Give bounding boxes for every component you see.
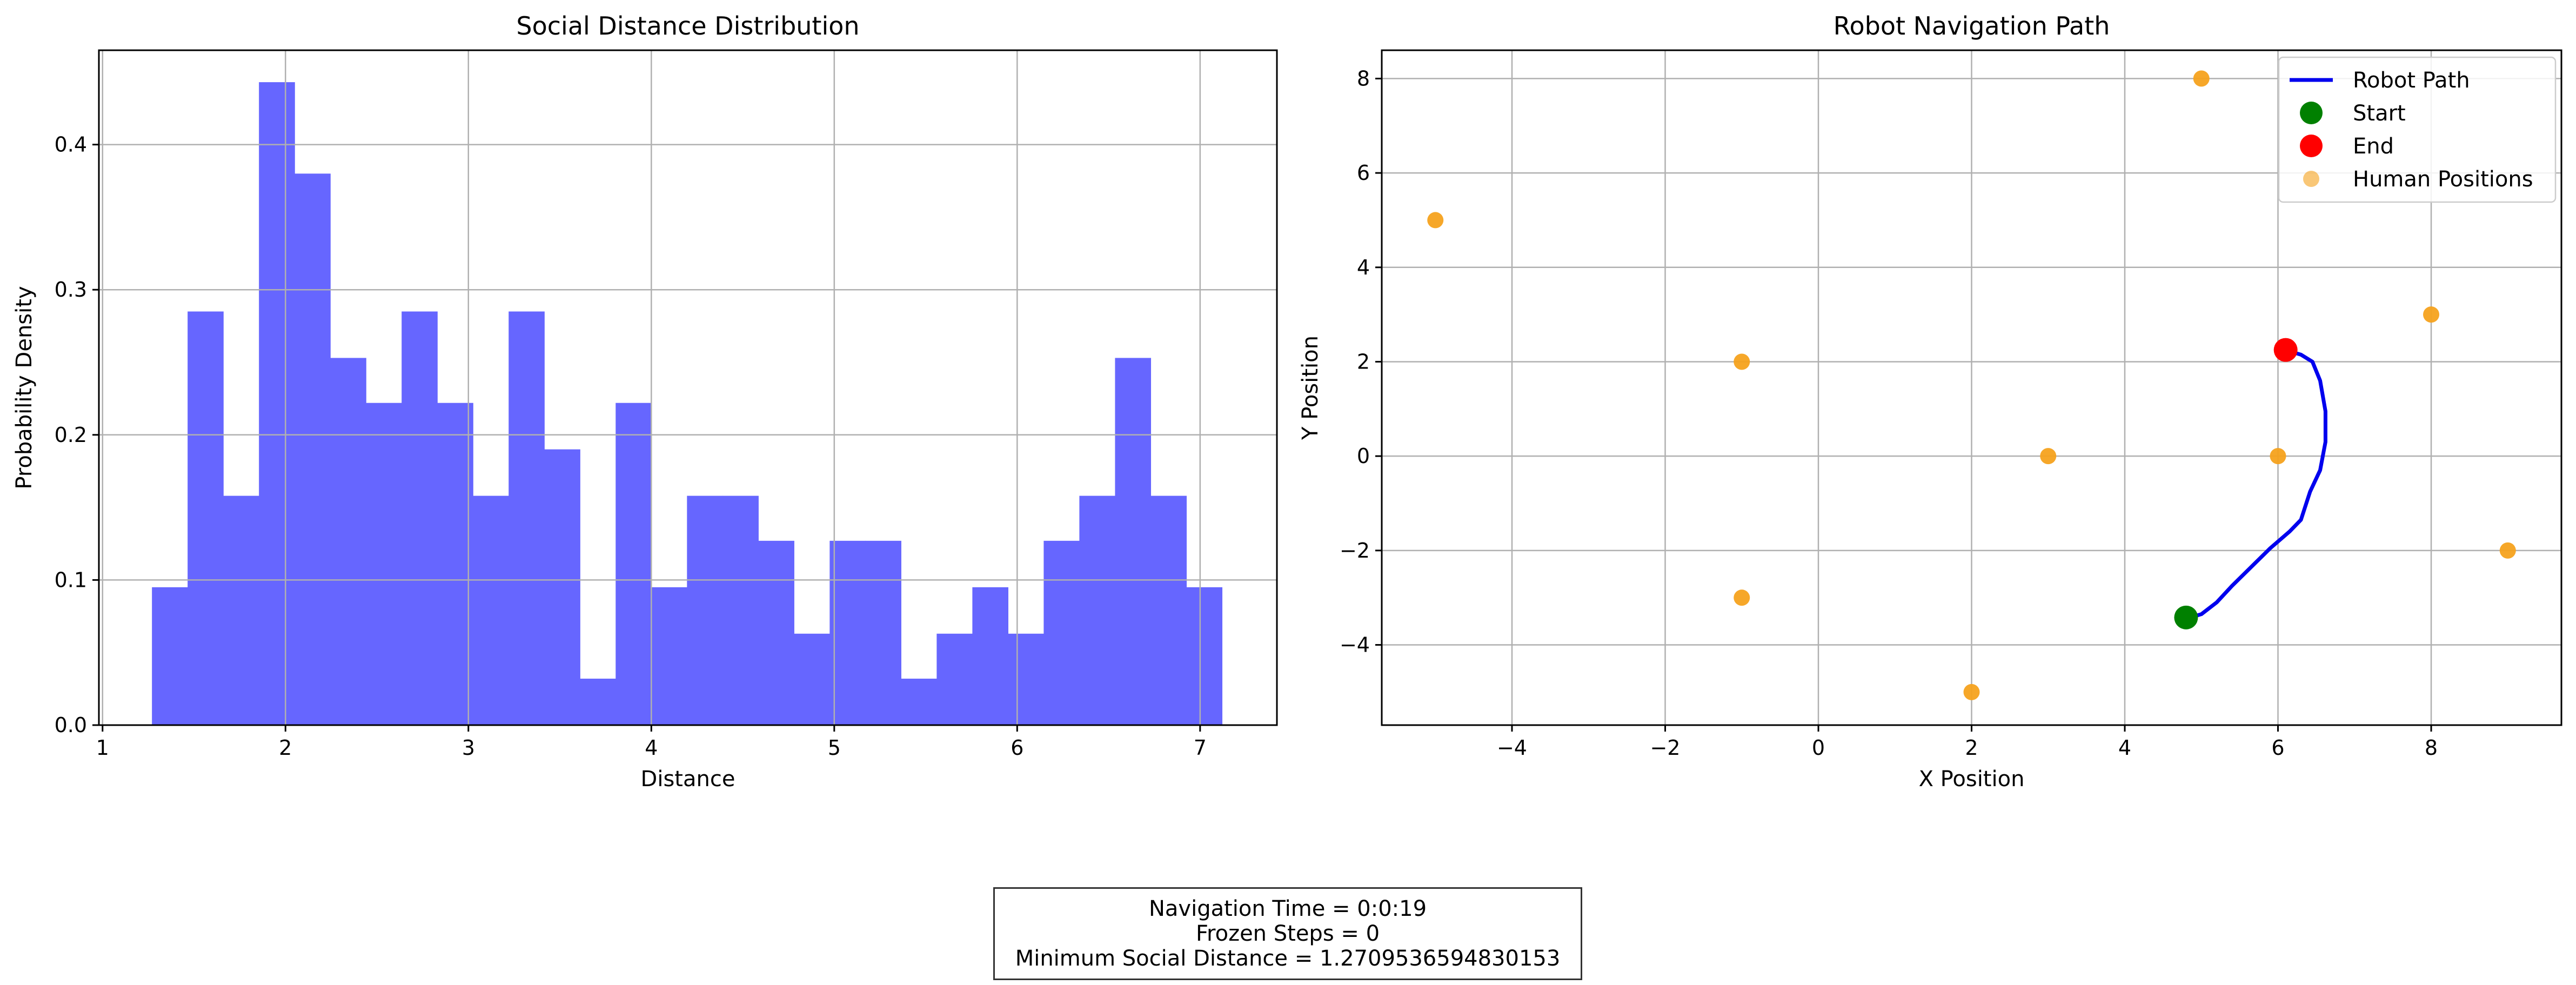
x-tick-label: 2	[1965, 736, 1978, 760]
histogram-bar	[1043, 540, 1080, 725]
histogram-bar	[402, 311, 438, 725]
human-position-point	[1734, 589, 1750, 606]
histogram-bar	[972, 587, 1008, 725]
histogram-bar	[1008, 633, 1045, 725]
histogram-bar	[901, 679, 937, 725]
histogram-bar	[473, 495, 509, 725]
min-social-distance-text: Minimum Social Distance = 1.270953659483…	[1015, 946, 1561, 971]
histogram-axes-frame	[98, 49, 1278, 726]
histogram-bar	[1079, 495, 1116, 725]
y-tick-label: −2	[1340, 539, 1370, 562]
x-tick-label: 5	[828, 736, 841, 760]
summary-box: Navigation Time = 0:0:19 Frozen Steps = …	[993, 887, 1582, 980]
histogram-bar	[865, 540, 901, 725]
frozen-steps-text: Frozen Steps = 0	[1195, 921, 1380, 946]
human-position-point	[1427, 212, 1444, 229]
histogram-bar	[829, 540, 866, 725]
y-tick-label: 0.4	[55, 133, 87, 157]
x-tick-label: 3	[462, 736, 475, 760]
histogram-bar	[188, 311, 224, 725]
legend-label: Human Positions	[2353, 167, 2533, 192]
y-tick-label: 4	[1357, 256, 1370, 279]
histogram-bar	[508, 311, 545, 725]
x-tick-label: 4	[2118, 736, 2131, 760]
histogram-bar	[794, 633, 830, 725]
histogram-bar	[687, 495, 723, 725]
navigation-y-axis-label: Y Position	[1298, 336, 1323, 440]
y-tick-label: 0.1	[55, 568, 87, 592]
human-position-point	[2040, 448, 2057, 465]
legend-label: Robot Path	[2353, 68, 2470, 93]
x-tick-label: 2	[279, 736, 292, 760]
navigation-time-text: Navigation Time = 0:0:19	[1148, 896, 1427, 921]
x-tick-label: 6	[1011, 736, 1023, 760]
human-position-point	[2499, 542, 2516, 559]
y-tick-label: 2	[1357, 350, 1370, 373]
x-tick-label: 4	[645, 736, 658, 760]
x-tick-label: 1	[96, 736, 109, 760]
histogram-bar	[1150, 495, 1187, 725]
x-tick-label: −4	[1497, 736, 1527, 760]
histogram-bar	[651, 587, 687, 725]
legend-label: Start	[2353, 101, 2406, 126]
legend-marker-swatch	[2300, 135, 2323, 157]
y-tick-label: 0.0	[55, 713, 87, 737]
human-position-point	[2423, 306, 2440, 323]
legend-label: End	[2353, 134, 2394, 159]
navigation-title: Robot Navigation Path	[1834, 11, 2110, 41]
histogram-bar	[437, 403, 473, 725]
histogram-bar	[1186, 587, 1223, 725]
histogram-bar	[295, 173, 331, 725]
start-marker	[2174, 605, 2198, 629]
legend-box	[2278, 56, 2557, 203]
navigation-x-axis-label: X Position	[1919, 767, 2025, 792]
histogram-title: Social Distance Distribution	[516, 11, 859, 41]
x-tick-label: 7	[1194, 736, 1207, 760]
histogram-bar	[259, 82, 295, 725]
robot-path-line	[2188, 349, 2327, 620]
y-tick-label: 0	[1357, 444, 1370, 468]
y-tick-label: 0.3	[55, 278, 87, 301]
legend-marker-swatch	[2300, 102, 2323, 124]
histogram-bar	[722, 495, 759, 725]
x-tick-label: 8	[2425, 736, 2438, 760]
histogram-bar	[1115, 358, 1152, 725]
histogram-bar	[366, 403, 402, 725]
histogram-bar	[758, 540, 794, 725]
histogram-bar	[936, 633, 973, 725]
histogram-bar	[544, 449, 580, 725]
histogram-y-axis-label: Probability Density	[12, 286, 37, 489]
histogram-bar	[330, 358, 366, 725]
histogram-bar	[615, 403, 652, 725]
y-tick-label: 8	[1357, 66, 1370, 90]
histogram-x-axis-label: Distance	[641, 767, 735, 792]
y-tick-label: 0.2	[55, 423, 87, 447]
histogram-bar	[152, 587, 188, 725]
histogram-bar	[580, 679, 616, 725]
end-marker	[2273, 338, 2298, 362]
y-tick-label: −4	[1340, 633, 1370, 657]
x-tick-label: 6	[2271, 736, 2284, 760]
y-tick-label: 6	[1357, 161, 1370, 185]
legend-marker-swatch	[2303, 171, 2319, 187]
x-tick-label: −2	[1650, 736, 1680, 760]
x-tick-label: 0	[1812, 736, 1825, 760]
human-position-point	[2270, 448, 2286, 465]
human-position-point	[1734, 353, 1750, 370]
human-position-point	[1963, 684, 1980, 700]
human-position-point	[2193, 70, 2210, 87]
histogram-bar	[223, 495, 259, 725]
